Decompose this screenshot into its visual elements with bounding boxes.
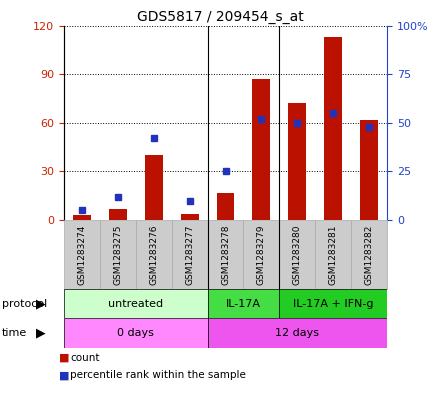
Text: ■: ■ xyxy=(59,353,70,363)
Bar xyxy=(216,193,235,220)
Bar xyxy=(360,119,378,220)
Text: 12 days: 12 days xyxy=(275,328,319,338)
Text: GSM1283282: GSM1283282 xyxy=(365,224,374,285)
Bar xyxy=(109,209,127,220)
Bar xyxy=(64,220,100,289)
Bar xyxy=(100,220,136,289)
Text: IL-17A: IL-17A xyxy=(226,299,261,309)
Text: GSM1283278: GSM1283278 xyxy=(221,224,230,285)
Text: count: count xyxy=(70,353,100,363)
Bar xyxy=(253,79,271,220)
Bar xyxy=(288,103,306,220)
Text: untreated: untreated xyxy=(108,299,163,309)
Bar xyxy=(208,318,387,348)
Text: GDS5817 / 209454_s_at: GDS5817 / 209454_s_at xyxy=(137,10,303,24)
Text: GSM1283279: GSM1283279 xyxy=(257,224,266,285)
Text: ▶: ▶ xyxy=(36,297,46,310)
Bar xyxy=(208,220,243,289)
Bar xyxy=(136,220,172,289)
Bar xyxy=(73,215,91,220)
Text: GSM1283280: GSM1283280 xyxy=(293,224,302,285)
Text: 0 days: 0 days xyxy=(117,328,154,338)
Bar xyxy=(64,318,208,348)
Bar xyxy=(279,289,387,318)
Text: GSM1283275: GSM1283275 xyxy=(113,224,122,285)
Bar xyxy=(208,289,279,318)
Bar xyxy=(243,220,279,289)
Text: GSM1283277: GSM1283277 xyxy=(185,224,194,285)
Bar xyxy=(351,220,387,289)
Text: ▶: ▶ xyxy=(36,327,46,340)
Bar xyxy=(145,155,163,220)
Text: GSM1283281: GSM1283281 xyxy=(329,224,338,285)
Text: percentile rank within the sample: percentile rank within the sample xyxy=(70,370,246,380)
Bar xyxy=(180,214,198,220)
Text: GSM1283276: GSM1283276 xyxy=(149,224,158,285)
Bar xyxy=(279,220,315,289)
Text: time: time xyxy=(2,328,27,338)
Text: GSM1283274: GSM1283274 xyxy=(77,224,86,285)
Bar xyxy=(315,220,351,289)
Text: protocol: protocol xyxy=(2,299,48,309)
Bar xyxy=(64,289,208,318)
Text: IL-17A + IFN-g: IL-17A + IFN-g xyxy=(293,299,374,309)
Text: ■: ■ xyxy=(59,370,70,380)
Bar xyxy=(324,37,342,220)
Bar xyxy=(172,220,208,289)
